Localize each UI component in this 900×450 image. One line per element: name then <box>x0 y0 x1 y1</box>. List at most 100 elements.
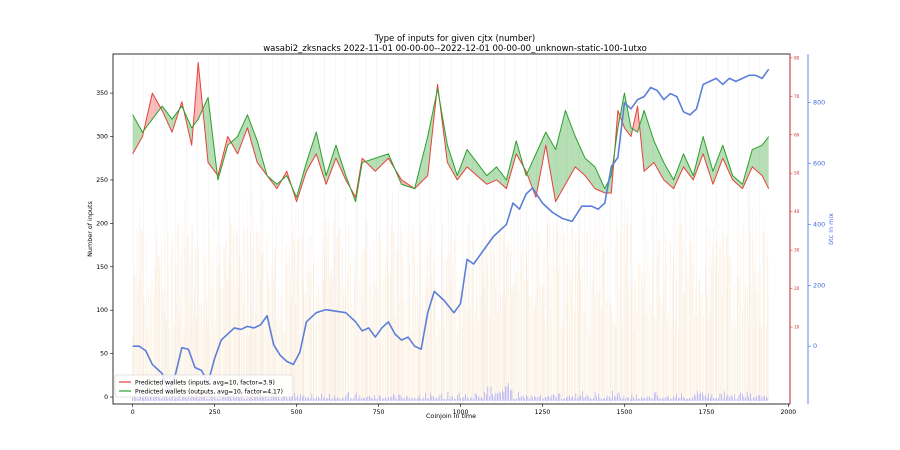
fill-outputs-above <box>531 161 533 189</box>
fill-outputs-above <box>753 148 756 170</box>
fill-outputs-above <box>481 169 484 182</box>
fill-outputs-above <box>509 160 512 178</box>
fill-outputs-above <box>383 154 386 164</box>
fill-outputs-above <box>653 140 656 166</box>
fill-outputs-above <box>304 162 307 177</box>
y-tick-label: 100 <box>96 307 108 314</box>
legend: Predicted wallets (inputs, avg=10, facto… <box>114 374 294 398</box>
x-tick-label: 1250 <box>535 409 551 416</box>
fill-outputs-above <box>306 157 309 172</box>
y-tick-label: 200 <box>96 220 108 227</box>
fill-outputs-above <box>598 174 600 191</box>
fill-outputs-above <box>375 157 377 172</box>
fill-outputs-above <box>516 140 518 157</box>
fill-outputs-above <box>663 162 666 182</box>
fill-outputs-above <box>496 166 499 182</box>
fill-outputs-above <box>534 153 536 198</box>
fill-outputs-above <box>765 138 768 186</box>
fill-outputs-above <box>660 155 663 178</box>
y-tick-label: 0 <box>104 394 108 401</box>
y3-axis-label: btc in mix <box>827 213 835 245</box>
fill-outputs-above <box>139 126 141 143</box>
fill-outputs-above <box>188 120 191 138</box>
fill-outputs-above <box>485 173 487 185</box>
fill-outputs-above <box>647 120 650 169</box>
fill-outputs-above <box>460 162 463 176</box>
right-red-axis-ticks: 10 20 30 40 50 60 70 80 <box>789 54 800 404</box>
fill-outputs-above <box>491 169 494 183</box>
fill-outputs-above <box>758 145 761 175</box>
chart-subtitle: wasabi2_zksnacks 2022-11-01 00-00-00--20… <box>263 44 647 54</box>
fill-outputs-above <box>552 143 554 193</box>
fill-outputs-above <box>312 137 315 160</box>
fill-outputs-above <box>478 164 481 179</box>
y2-tick-label: 40 <box>794 209 800 214</box>
fill-outputs-above <box>650 130 653 166</box>
fill-outputs-above <box>558 129 561 196</box>
fill-outputs-above <box>662 158 664 180</box>
fill-outputs-above <box>557 136 559 199</box>
fill-outputs-above <box>132 114 135 154</box>
fill-inputs-above <box>152 93 154 120</box>
fill-outputs-above <box>503 175 505 188</box>
x-tick-label: 1750 <box>699 409 715 416</box>
fill-outputs-above <box>560 123 563 193</box>
fill-outputs-above <box>571 127 574 173</box>
y2-tick-label: 70 <box>794 94 800 99</box>
x-tick-label: 250 <box>209 409 221 416</box>
fill-outputs-above <box>470 153 472 172</box>
fill-outputs-above <box>562 116 564 191</box>
fill-outputs-above <box>137 123 140 146</box>
fill-outputs-above <box>380 156 382 167</box>
fill-outputs-above <box>594 166 597 190</box>
fill-outputs-above <box>424 143 427 179</box>
y-tick-label: 250 <box>96 177 108 184</box>
right-blue-axis-ticks: 0 200 400 600 800 <box>807 54 825 404</box>
fill-outputs-above <box>376 157 379 170</box>
fill-outputs-above <box>458 166 461 178</box>
y2-tick-label: 10 <box>794 325 800 330</box>
background-bars <box>132 55 769 403</box>
fill-outputs-above <box>429 120 432 161</box>
fill-outputs-above <box>468 151 471 170</box>
fill-outputs-above <box>475 160 477 176</box>
fill-outputs-above <box>506 173 509 189</box>
fill-outputs-above <box>565 110 568 185</box>
fill-outputs-above <box>585 158 587 178</box>
legend-box <box>114 374 294 398</box>
y3-tick-label: 200 <box>813 281 825 289</box>
fill-outputs-above <box>667 168 669 185</box>
fill-outputs-above <box>645 115 648 170</box>
fill-outputs-above <box>135 120 138 149</box>
fill-outputs-above <box>480 166 482 180</box>
fill-outputs-above <box>665 165 668 183</box>
fill-inputs-above <box>153 95 156 117</box>
fill-outputs-above <box>596 170 599 191</box>
fill-outputs-above <box>467 149 469 169</box>
y2-tick-label: 80 <box>794 55 800 60</box>
fill-outputs-above <box>752 148 754 169</box>
fill-outputs-above <box>134 117 136 151</box>
fill-outputs-above <box>471 156 474 173</box>
y-tick-label: 50 <box>100 351 108 358</box>
fill-outputs-above <box>212 138 215 172</box>
fill-outputs-above <box>580 147 582 173</box>
fill-outputs-above <box>165 110 168 122</box>
fill-outputs-above <box>501 173 504 186</box>
x-tick-label: 1000 <box>453 409 469 416</box>
fill-outputs-above <box>173 114 176 128</box>
fill-outputs-above <box>378 156 381 168</box>
fill-outputs-above <box>452 160 454 175</box>
y3-tick-label: 0 <box>813 342 817 350</box>
fill-outputs-above <box>658 151 661 175</box>
y-tick-label: 300 <box>96 134 108 141</box>
fill-outputs-above <box>494 166 497 181</box>
fill-outputs-above <box>426 136 428 178</box>
fill-outputs-above <box>499 171 502 185</box>
fill-outputs-above <box>609 175 612 193</box>
fill-outputs-above <box>550 140 553 183</box>
fill-outputs-above <box>488 172 491 184</box>
fill-outputs-above <box>762 143 764 179</box>
fill-outputs-above <box>576 140 579 170</box>
